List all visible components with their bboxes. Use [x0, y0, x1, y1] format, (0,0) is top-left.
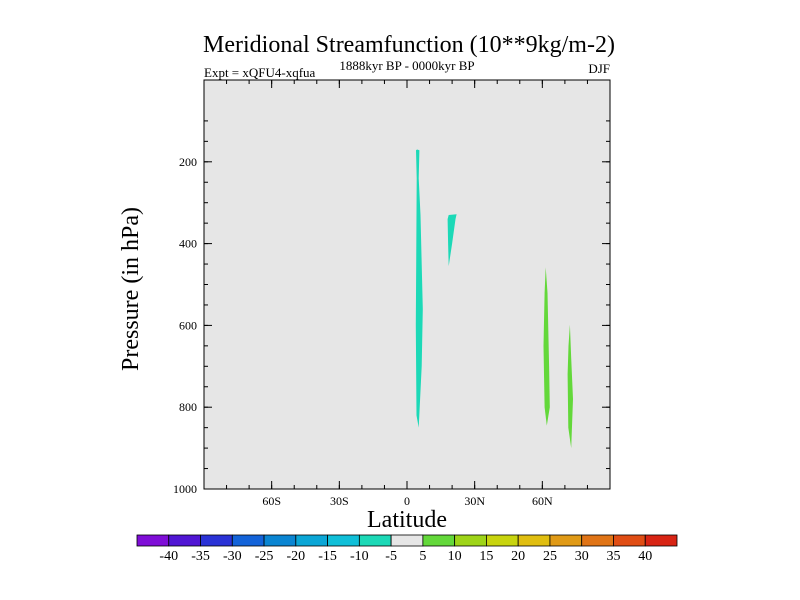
- x-tick-label: 30N: [464, 494, 485, 508]
- contour-region-4: [567, 324, 573, 449]
- x-axis-label: Latitude: [367, 507, 447, 533]
- colorbar-swatch: [486, 534, 519, 547]
- plot-background: [204, 80, 610, 489]
- plot-area: 60S 30S 0 30N 60N 200 400 600 800 1000: [173, 79, 611, 508]
- contour-region-1: [415, 149, 423, 428]
- colorbar-label: -20: [286, 549, 305, 564]
- colorbar-swatch: [581, 534, 614, 547]
- colorbar-swatch: [231, 534, 265, 547]
- y-tick-label: 1000: [173, 482, 197, 496]
- colorbar-swatch: [263, 534, 297, 547]
- y-tick-label: 600: [179, 318, 197, 332]
- contour-region-3: [543, 267, 550, 426]
- contour-region-2: [447, 214, 457, 267]
- colorbar-label: -15: [318, 549, 337, 564]
- colorbar-label: 40: [638, 549, 652, 564]
- colorbar-swatch: [200, 534, 233, 547]
- colorbar-label: 10: [448, 549, 462, 564]
- chart-title: Meridional Streamfunction (10**9kg/m-2): [203, 32, 615, 58]
- colorbar-label: 25: [543, 549, 557, 564]
- experiment-label: Expt = xQFU4-xqfua: [204, 65, 316, 80]
- colorbar-swatch: [168, 534, 201, 547]
- colorbar-swatch: [549, 534, 583, 547]
- colorbar-swatch: [454, 534, 487, 547]
- y-tick-label: 400: [179, 237, 197, 251]
- colorbar-label: 5: [419, 549, 426, 564]
- season-label: DJF: [588, 61, 610, 76]
- x-tick-label: 60N: [532, 494, 553, 508]
- y-tick-label: 200: [179, 155, 197, 169]
- colorbar-swatch: [517, 534, 551, 547]
- y-tick-label: 800: [179, 400, 197, 414]
- colorbar-label: -25: [255, 549, 274, 564]
- colorbar-label: -5: [385, 549, 397, 564]
- x-tick-label: 60S: [262, 494, 281, 508]
- colorbar-swatch: [358, 534, 392, 547]
- colorbar-label: -35: [191, 549, 210, 564]
- y-axis-label: Pressure (in hPa): [118, 207, 144, 371]
- colorbar-label: -30: [223, 549, 242, 564]
- colorbar-swatch: [327, 534, 360, 547]
- colorbar-swatch: [390, 534, 424, 547]
- x-tick-label: 0: [404, 494, 410, 508]
- colorbar-swatch: [422, 534, 456, 547]
- colorbar-label: -40: [159, 549, 178, 564]
- colorbar-label: 30: [575, 549, 589, 564]
- colorbar-swatch: [644, 534, 678, 547]
- colorbar-label: -10: [350, 549, 369, 564]
- colorbar-swatch: [295, 534, 328, 547]
- x-tick-label: 30S: [330, 494, 349, 508]
- colorbar-label: 20: [511, 549, 525, 564]
- colorbar-label: 35: [606, 549, 620, 564]
- colorbar-swatch: [613, 534, 646, 547]
- colorbar: -40 -35 -30 -25 -20 -15 -10 -5 5 10 15 20 25 30 35 40: [136, 534, 678, 564]
- time-range-label: 1888kyr BP - 0000kyr BP: [339, 58, 474, 73]
- colorbar-label: 15: [479, 549, 493, 564]
- colorbar-swatch: [136, 534, 170, 547]
